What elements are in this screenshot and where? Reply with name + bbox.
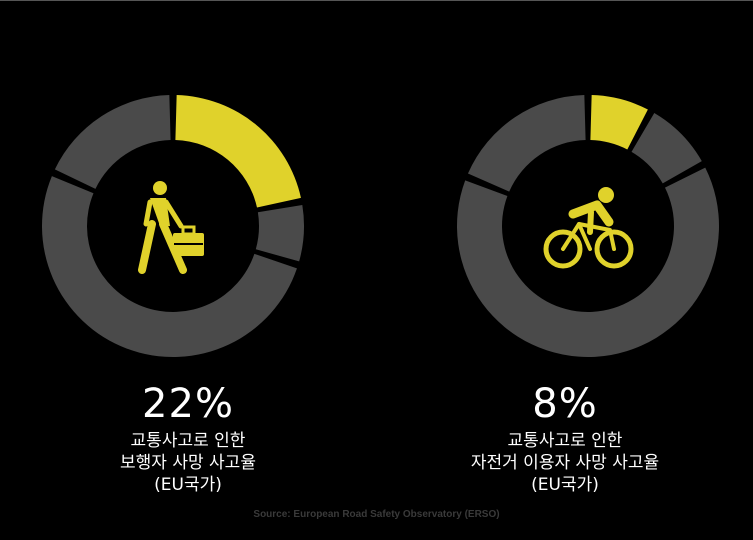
caption-line-1: 교통사고로 인한: [130, 431, 246, 451]
remaining-slice-3: [467, 95, 586, 192]
top-border: [0, 0, 753, 1]
source-note: Source: European Road Safety Observatory…: [253, 509, 500, 520]
highlight-slice: [175, 95, 301, 208]
remaining-slice-2: [457, 167, 719, 357]
caption-line-1: 교통사고로 인한: [507, 431, 623, 451]
caption-line-2: 보행자 사망 사고율: [120, 453, 256, 473]
pedestrian-donut-chart: [42, 95, 304, 357]
caption-line-2: 자전거 이용자 사망 사고율: [470, 453, 660, 473]
caption-line-3: (EU국가): [154, 475, 222, 495]
remaining-slice-2: [42, 176, 297, 357]
cyclist-percentage: 8%: [532, 381, 598, 427]
remaining-slice-3: [54, 95, 171, 189]
cyclist-icon: [543, 187, 634, 269]
remaining-slice-1: [255, 205, 304, 262]
cyclist-chart-panel: 8% 교통사고로 인한 자전거 이용자 사망 사고율 (EU국가): [377, 0, 753, 540]
cyclist-donut-chart: [457, 95, 719, 357]
pedestrian-with-briefcase-icon: [138, 181, 204, 274]
highlight-slice: [590, 95, 648, 150]
caption-line-3: (EU국가): [531, 475, 599, 495]
remaining-slice-1: [631, 113, 702, 184]
pedestrian-percentage: 22%: [142, 381, 234, 427]
pedestrian-chart-panel: 22% 교통사고로 인한 보행자 사망 사고율 (EU국가): [0, 0, 376, 540]
pedestrian-caption: 교통사고로 인한 보행자 사망 사고율 (EU국가): [0, 430, 376, 496]
cyclist-caption: 교통사고로 인한 자전거 이용자 사망 사고율 (EU국가): [377, 430, 753, 496]
